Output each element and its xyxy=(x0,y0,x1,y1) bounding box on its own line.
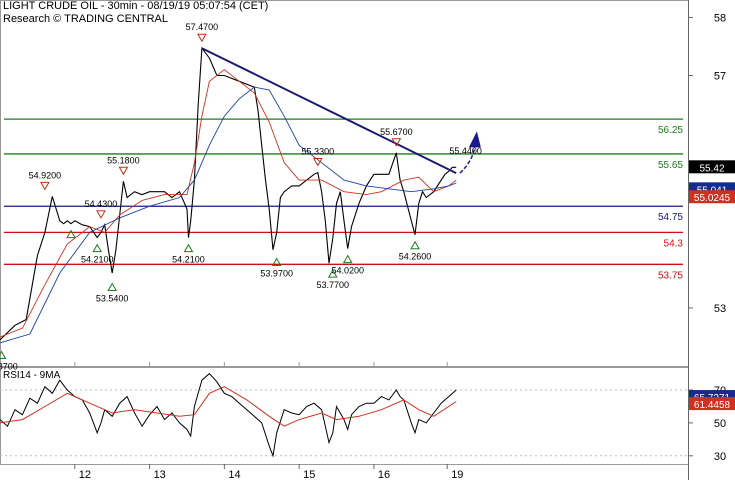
x-tick-label: 14 xyxy=(228,469,240,480)
low-marker-label: 53.9700 xyxy=(260,269,293,279)
low-marker xyxy=(66,229,76,239)
price-line xyxy=(0,46,457,341)
forecast-arrowhead xyxy=(468,131,481,148)
x-tick-label: 15 xyxy=(303,469,315,480)
y-tick-label: 58 xyxy=(714,12,726,24)
low-marker xyxy=(342,254,353,264)
low-marker xyxy=(410,240,420,250)
low-marker xyxy=(271,257,282,267)
price-tag-label: 55.0245 xyxy=(694,193,731,204)
high-marker xyxy=(118,166,129,176)
y-tick-label: 53 xyxy=(714,303,726,315)
rsi-title: RSI14 - 9MA xyxy=(3,370,61,381)
rsi-panel-frame xyxy=(0,367,689,465)
rsi-tag xyxy=(689,397,735,411)
trendline xyxy=(201,47,457,175)
low-marker xyxy=(92,243,103,253)
low-marker xyxy=(183,243,194,253)
high-marker xyxy=(197,33,207,43)
rsi_ma-line xyxy=(0,386,457,427)
x-tick-label: 16 xyxy=(378,469,390,480)
low-marker-label: 53.7700 xyxy=(317,280,350,290)
high-marker-label: 55.6700 xyxy=(380,127,413,137)
low-marker-label: 53.5400 xyxy=(96,294,129,304)
rsi-line xyxy=(0,372,457,458)
forecast-arrow-line xyxy=(459,145,476,174)
high-marker xyxy=(391,138,402,147)
high-marker xyxy=(96,210,106,219)
price-tag xyxy=(689,190,735,204)
high-marker-label: 55.3300 xyxy=(302,147,335,157)
rsi-y-tick-label: 50 xyxy=(714,418,726,430)
high-marker-label: 54.9200 xyxy=(29,170,62,180)
high-marker-label: 57.4700 xyxy=(186,22,219,32)
low-marker xyxy=(107,282,118,292)
chart-source: Research © TRADING CENTRAL xyxy=(3,13,168,25)
main-panel-frame xyxy=(0,0,689,367)
ma_fast-line xyxy=(0,69,457,338)
high-marker-label: 55.1800 xyxy=(107,155,140,165)
price-tag-label: 55.42 xyxy=(699,163,724,174)
resistance-level-label: 55.65 xyxy=(658,160,683,171)
rsi-y-tick-label: 30 xyxy=(714,451,726,463)
price-tag xyxy=(689,160,735,174)
support-level-label: 53.75 xyxy=(658,270,683,281)
x-tick-label: 19 xyxy=(451,469,463,480)
low-marker-label: 54.2100 xyxy=(172,255,205,265)
low-marker-label: 54.2600 xyxy=(399,252,432,262)
y-tick-label: 57 xyxy=(714,71,726,83)
low-marker-label: 54.0200 xyxy=(331,266,364,276)
low-marker-label: 52.3700 xyxy=(0,362,18,372)
x-tick-label: 12 xyxy=(79,469,91,480)
rsi-tag-label: 61.4458 xyxy=(694,400,731,411)
low-marker xyxy=(0,350,7,360)
support-level-label: 54.3 xyxy=(664,238,684,249)
high-marker xyxy=(40,181,50,191)
pivot-level-label: 54.75 xyxy=(658,212,683,223)
chart-title: LIGHT CRUDE OIL - 30min - 08/19/19 05:07… xyxy=(3,0,269,12)
x-tick-label: 13 xyxy=(154,469,166,480)
low-marker-label: 54.2100 xyxy=(81,255,114,265)
high-marker-label: 54.4300 xyxy=(85,199,118,209)
target-label: 55.4400 xyxy=(449,146,482,156)
ma_slow-line xyxy=(0,86,457,344)
low-marker xyxy=(327,269,338,278)
high-marker xyxy=(312,158,323,167)
resistance-level-label: 56.25 xyxy=(658,125,683,136)
